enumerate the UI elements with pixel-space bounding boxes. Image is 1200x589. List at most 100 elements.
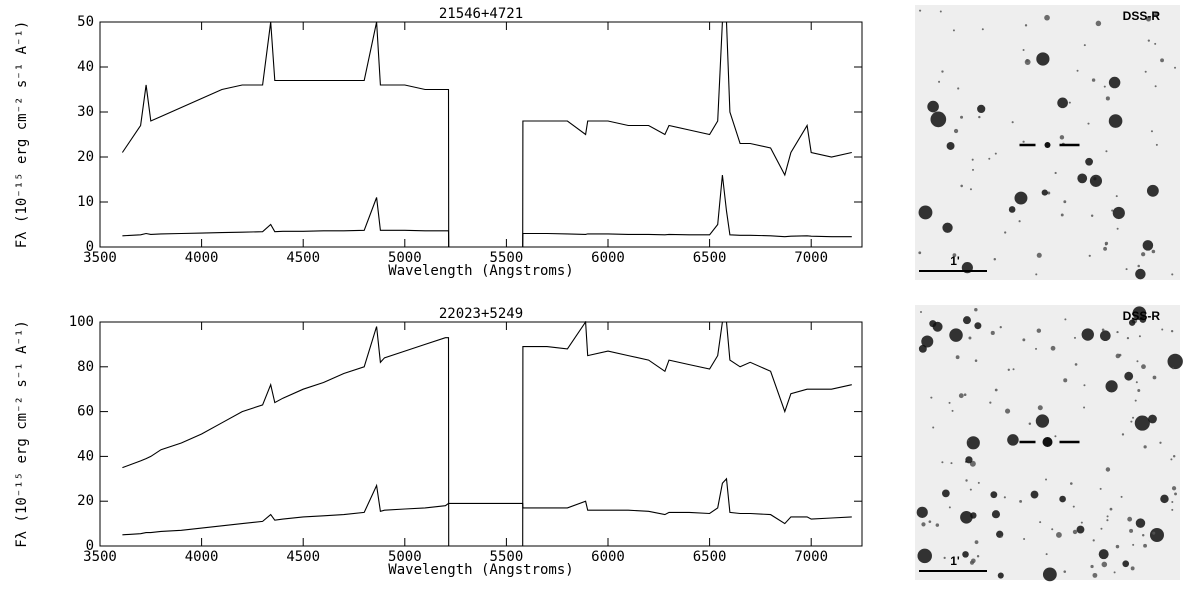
star [1155, 143, 1158, 146]
y-tick-label: 0 [86, 239, 94, 255]
star [1087, 122, 1090, 125]
star [1160, 58, 1164, 63]
star-field-image: DSS-R 1' [915, 305, 1183, 582]
star [1092, 539, 1095, 542]
star [1022, 140, 1025, 143]
star [999, 326, 1002, 329]
star [1149, 528, 1164, 543]
x-tick-label: 4500 [286, 549, 320, 565]
star [1019, 499, 1023, 503]
star [1142, 240, 1154, 251]
star [1056, 532, 1062, 538]
y-tick-label: 20 [77, 149, 94, 165]
star [1030, 490, 1039, 499]
x-axis-label: Wavelength (Angstroms) [388, 263, 573, 279]
x-tick-label: 5500 [490, 250, 524, 266]
chart-title: 21546+4721 [439, 6, 523, 22]
star [930, 111, 947, 128]
star [994, 388, 998, 392]
star [950, 462, 953, 465]
x-tick-label: 6500 [693, 250, 727, 266]
star [927, 100, 939, 113]
star [971, 158, 974, 161]
star [1144, 70, 1147, 73]
y-tick-label: 100 [69, 314, 94, 330]
star [953, 128, 959, 134]
star [1100, 527, 1103, 530]
y-tick-label: 50 [77, 14, 94, 30]
star [1115, 544, 1120, 549]
spectrum-line [121, 21, 852, 247]
star [1085, 157, 1093, 166]
star [918, 251, 922, 255]
star [1171, 273, 1174, 276]
star [1171, 486, 1177, 491]
star [942, 489, 950, 498]
star [960, 115, 964, 119]
star [1135, 518, 1146, 528]
star [969, 188, 972, 191]
star [957, 87, 960, 90]
y-tick-label: 10 [77, 194, 94, 210]
star [1063, 570, 1067, 573]
star [963, 393, 967, 397]
star [1136, 360, 1139, 363]
star [1159, 441, 1162, 444]
x-tick-label: 4500 [286, 250, 320, 266]
star [1105, 467, 1111, 472]
star [1090, 564, 1094, 569]
x-tick-label: 5000 [388, 549, 422, 565]
star [1134, 415, 1150, 431]
star [1051, 528, 1054, 531]
star [974, 540, 979, 545]
star [952, 29, 955, 32]
star [977, 104, 986, 114]
star [1174, 492, 1177, 496]
star [1121, 433, 1125, 436]
y-tick-label: 20 [77, 493, 94, 509]
star [1152, 375, 1157, 380]
x-tick-label: 5500 [490, 549, 524, 565]
star [960, 184, 963, 188]
spectrum-line [122, 477, 852, 536]
star [1035, 414, 1050, 428]
star [1072, 505, 1075, 508]
star [1005, 408, 1011, 414]
star [1018, 220, 1021, 223]
star [1081, 328, 1094, 341]
star [1083, 406, 1086, 409]
star [1135, 268, 1146, 280]
star [1041, 189, 1048, 196]
star [1154, 42, 1157, 45]
star [1130, 420, 1133, 423]
star [962, 551, 969, 558]
star [1167, 353, 1183, 370]
star [932, 426, 935, 429]
star [991, 510, 1001, 519]
star [1008, 206, 1016, 213]
star [1076, 69, 1079, 72]
star [1063, 378, 1068, 383]
star [1080, 521, 1083, 524]
scale-label: 1' [950, 554, 960, 568]
star [1036, 252, 1042, 258]
star [1137, 389, 1141, 392]
star [1059, 135, 1065, 140]
target-star [1044, 142, 1051, 148]
star [1126, 337, 1130, 340]
star [974, 359, 978, 362]
star [1007, 368, 1010, 371]
star [1007, 434, 1019, 446]
y-tick-label: 30 [77, 104, 94, 120]
x-tick-label: 5000 [388, 250, 422, 266]
star [1095, 20, 1102, 27]
star [1108, 114, 1123, 128]
star [993, 258, 997, 261]
star [1074, 363, 1078, 366]
star [1036, 52, 1050, 66]
survey-label: DSS-R [1123, 309, 1161, 323]
star [997, 572, 1004, 579]
star [1172, 367, 1175, 370]
star [976, 555, 980, 558]
star [1022, 338, 1026, 342]
